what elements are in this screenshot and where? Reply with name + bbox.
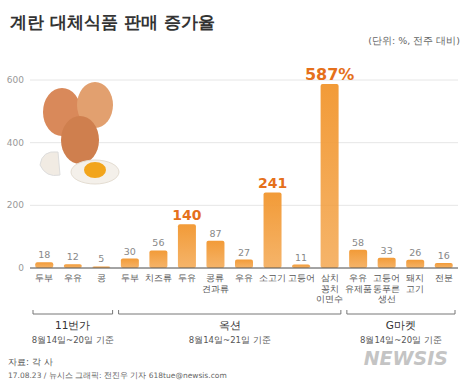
data-label: 33: [381, 245, 393, 256]
grid-line: [30, 80, 458, 81]
data-label: 18: [38, 249, 50, 260]
x-tick-label: 우유: [235, 273, 253, 283]
bar: [235, 260, 253, 268]
group-note: 8월14일~20일 기준: [32, 335, 114, 345]
bar: [149, 250, 167, 268]
title: 계란 대체식품 판매 증가율: [10, 12, 215, 32]
bar: [349, 250, 367, 268]
y-tick-label: 200: [7, 200, 24, 210]
data-label: 30: [124, 246, 136, 257]
bar: [35, 262, 53, 268]
bar: [64, 264, 82, 268]
bar: [264, 192, 282, 268]
bars: [35, 84, 452, 268]
bar: [178, 224, 196, 268]
x-tick-label: 삼치꽁치이면수: [316, 273, 343, 304]
x-tick-label: 콩류견과류: [202, 273, 229, 294]
x-tick-label: 치즈류: [145, 273, 172, 283]
data-label: 140: [172, 207, 201, 223]
data-label: 26: [409, 247, 421, 258]
bar: [121, 259, 139, 268]
data-label: 16: [438, 250, 450, 261]
bar: [321, 84, 339, 268]
data-label: 241: [258, 175, 287, 191]
x-tick-label: 콩: [97, 273, 106, 283]
group-bracket: [33, 310, 113, 314]
watermark: NEWSIS: [364, 347, 448, 369]
data-label: 587%: [305, 65, 354, 84]
y-tick-label: 0: [18, 263, 24, 273]
x-tick-label: 두유: [178, 273, 196, 283]
data-label: 12: [67, 251, 79, 262]
data-label: 58: [352, 237, 364, 248]
x-tick-label: 우유: [64, 273, 82, 283]
bar: [292, 265, 310, 268]
y-tick-label: 600: [7, 75, 24, 85]
group-bracket: [119, 310, 341, 314]
group-label: 11번가: [55, 319, 90, 331]
grid-line: [30, 268, 458, 269]
data-label: 27: [238, 247, 250, 258]
group-bracket: [347, 310, 455, 314]
x-tick-label: 돼지고기: [406, 273, 424, 294]
chart: 계란 대체식품 판매 증가율 (단위: %, 전주 대비) 0 200 400 600 18…: [0, 0, 467, 385]
x-tick-label: 두부: [121, 273, 139, 283]
x-tick-label: 우유유제품: [345, 273, 372, 294]
source: 자료: 각 사: [8, 357, 53, 367]
x-tick-label: 전분: [435, 273, 453, 283]
bar: [378, 258, 396, 268]
x-tick-label: 두부: [35, 273, 53, 283]
subtitle: (단위: %, 전주 대비): [368, 35, 460, 46]
credit: 17.08.23 / 뉴시스 그래픽: 전진우 기자 618tue@newsis…: [8, 371, 227, 380]
bar: [406, 260, 424, 268]
x-tick-label: 소고기: [259, 273, 286, 283]
egg-illustration: [40, 82, 119, 184]
y-tick-label: 400: [7, 138, 24, 148]
x-tick-label: 고등어: [288, 273, 315, 283]
group-label: G마켓: [386, 319, 416, 331]
data-label: 5: [98, 253, 104, 264]
group-label: 옥션: [219, 319, 241, 331]
group-note: 8월14일~20일 기준: [360, 335, 442, 345]
x-tick-label: 고등어동푸른생선: [373, 273, 400, 304]
data-label: 11: [295, 252, 307, 263]
x-axis: [30, 268, 458, 269]
data-label: 56: [152, 237, 164, 248]
bar: [206, 241, 224, 268]
bar: [435, 263, 453, 268]
data-label: 87: [209, 228, 221, 239]
group-note: 8월14일~21일 기준: [189, 335, 271, 345]
grid-line: [30, 205, 458, 206]
